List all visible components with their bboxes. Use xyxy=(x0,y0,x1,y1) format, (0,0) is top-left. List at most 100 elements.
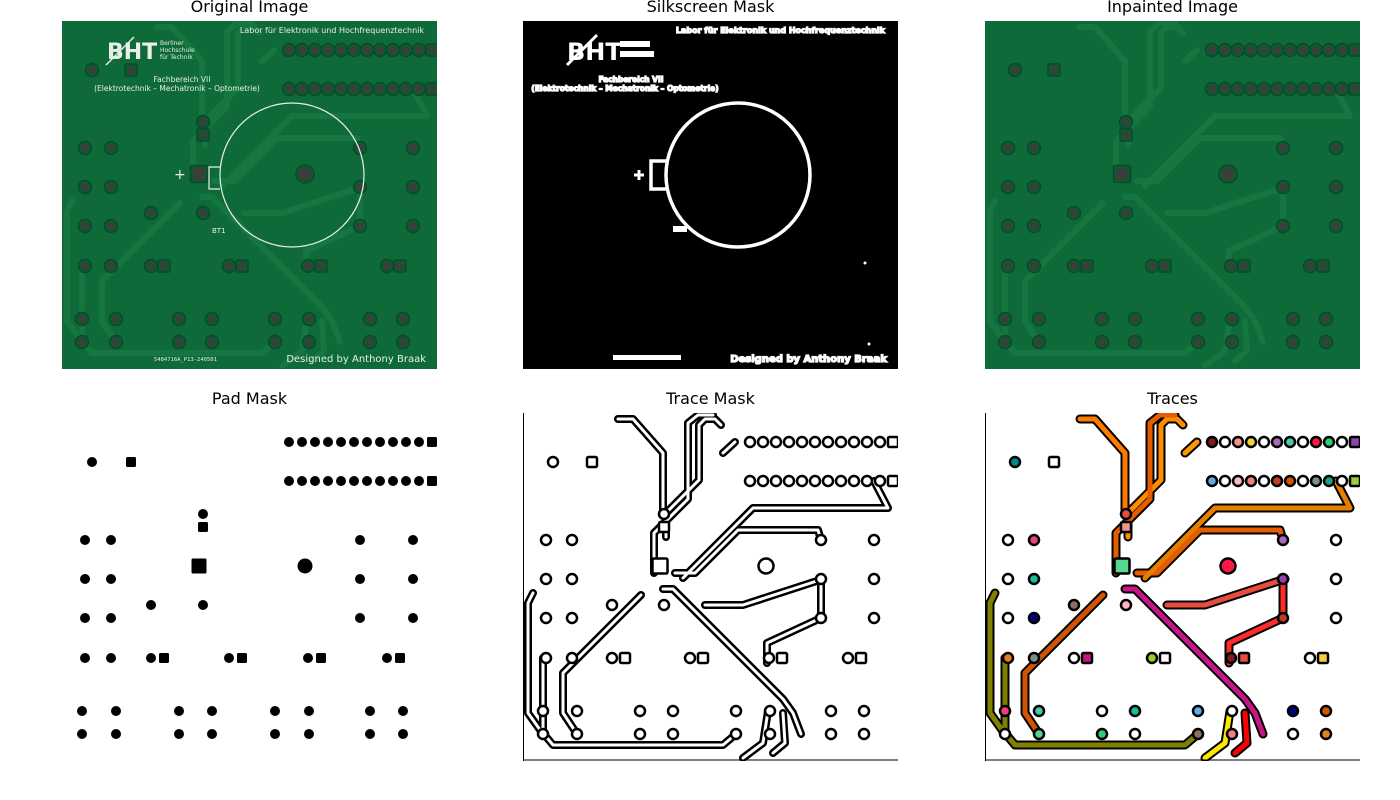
pad xyxy=(548,457,558,467)
pad xyxy=(698,653,708,663)
pad xyxy=(382,653,392,663)
pad xyxy=(1003,653,1013,663)
pad xyxy=(298,559,313,574)
pad xyxy=(826,729,836,739)
pad xyxy=(174,729,184,739)
pad xyxy=(365,729,375,739)
pad xyxy=(1321,729,1331,739)
pad xyxy=(1121,522,1131,532)
pad xyxy=(224,653,234,663)
pad xyxy=(765,706,775,716)
pad xyxy=(1160,653,1170,663)
silk-designer-text: Designed by Anthony Braak xyxy=(730,354,887,365)
pad xyxy=(862,476,872,486)
pad xyxy=(106,574,116,584)
pad xyxy=(1003,574,1013,584)
pad xyxy=(80,574,90,584)
pad xyxy=(1324,437,1334,447)
pad xyxy=(198,522,208,532)
pad xyxy=(797,437,807,447)
pad xyxy=(1331,535,1341,545)
board-logo-sub-3: für Technik xyxy=(160,54,193,61)
panel-traces xyxy=(985,413,1360,761)
pad xyxy=(388,437,398,447)
pad xyxy=(146,653,156,663)
pad xyxy=(541,535,551,545)
pad xyxy=(849,437,859,447)
pad xyxy=(823,476,833,486)
pad xyxy=(862,437,872,447)
board-logo-sub-1: Berliner xyxy=(160,40,184,47)
pad xyxy=(398,729,408,739)
pad xyxy=(336,476,346,486)
pad xyxy=(297,437,307,447)
pad xyxy=(1331,574,1341,584)
pad xyxy=(859,706,869,716)
pad xyxy=(771,476,781,486)
pad xyxy=(388,476,398,486)
pad xyxy=(635,706,645,716)
pad xyxy=(365,706,375,716)
pad xyxy=(1130,729,1140,739)
pad xyxy=(310,437,320,447)
pad xyxy=(856,653,866,663)
pad xyxy=(408,574,418,584)
pad xyxy=(198,600,208,610)
pad xyxy=(1278,574,1288,584)
pad xyxy=(816,535,826,545)
pad xyxy=(1311,437,1321,447)
pad xyxy=(1000,706,1010,716)
pad xyxy=(777,653,787,663)
title-silkscreen-mask: Silkscreen Mask xyxy=(523,0,898,16)
pad xyxy=(635,729,645,739)
pad xyxy=(284,437,294,447)
pad xyxy=(1288,706,1298,716)
pad xyxy=(567,613,577,623)
pad xyxy=(270,706,280,716)
pad xyxy=(87,457,97,467)
title-pad-mask: Pad Mask xyxy=(62,390,437,408)
pad xyxy=(375,437,385,447)
pad xyxy=(1259,476,1269,486)
pad xyxy=(1318,653,1328,663)
pad xyxy=(1115,559,1130,574)
pad xyxy=(401,437,411,447)
board-programs-text: (Elektrotechnik – Mechatronik – Optometr… xyxy=(94,84,260,93)
pad xyxy=(816,574,826,584)
pad xyxy=(297,476,307,486)
pad xyxy=(587,457,597,467)
pad xyxy=(1034,729,1044,739)
pad xyxy=(784,476,794,486)
pad xyxy=(207,729,217,739)
pad xyxy=(80,613,90,623)
pad xyxy=(323,476,333,486)
pad xyxy=(843,653,853,663)
pad xyxy=(567,574,577,584)
pad xyxy=(284,476,294,486)
pad xyxy=(126,457,136,467)
pad xyxy=(106,535,116,545)
pad xyxy=(869,574,879,584)
pad xyxy=(310,476,320,486)
pad xyxy=(198,509,208,519)
pad xyxy=(1272,437,1282,447)
pad xyxy=(836,476,846,486)
pad xyxy=(1220,437,1230,447)
pad xyxy=(541,613,551,623)
pad xyxy=(731,729,741,739)
board-part-label: BT1 xyxy=(212,227,226,235)
pad xyxy=(336,437,346,447)
pad xyxy=(1233,437,1243,447)
pad xyxy=(316,653,326,663)
board-lab-text: Labor für Elektronik und Hochfrequenztec… xyxy=(240,26,424,35)
pad xyxy=(414,437,424,447)
pad xyxy=(349,437,359,447)
pad xyxy=(826,706,836,716)
pad xyxy=(816,613,826,623)
pad xyxy=(1069,653,1079,663)
pad xyxy=(572,729,582,739)
pad xyxy=(304,706,314,716)
pad xyxy=(375,476,385,486)
pad xyxy=(758,476,768,486)
pad xyxy=(659,600,669,610)
